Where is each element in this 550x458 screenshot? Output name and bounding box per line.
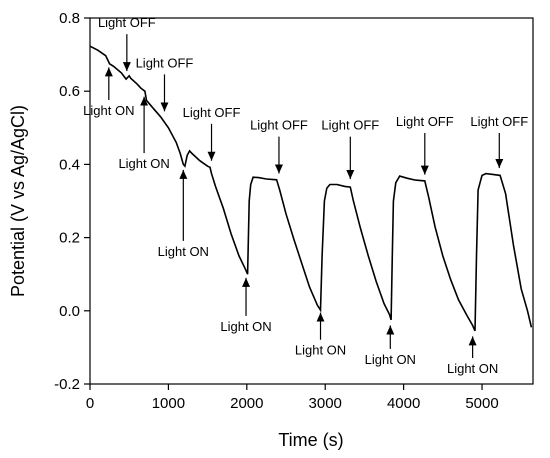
annotation-label: Light OFF	[470, 114, 528, 129]
annotation-label: Light ON	[118, 156, 169, 171]
light-off-annotation: Light OFF	[321, 118, 379, 180]
annotation-label: Light ON	[447, 361, 498, 376]
annotation-label: Light ON	[365, 352, 416, 367]
light-on-annotation: Light ON	[220, 277, 272, 334]
y-tick-label: 0.8	[59, 10, 80, 27]
y-tick-label: -0.2	[54, 376, 80, 393]
y-tick-label: 0.6	[59, 83, 80, 100]
x-tick-label: 3000	[309, 395, 342, 412]
x-axis: 0 1000 2000 3000 4000 5000	[86, 384, 499, 412]
x-axis-title: Time (s)	[278, 430, 343, 450]
x-tick-label: 1000	[152, 395, 185, 412]
light-off-annotation: Light OFF	[136, 55, 194, 112]
potential-series-line	[89, 45, 533, 332]
light-on-annotation: Light ON	[365, 325, 416, 367]
x-tick-label: 4000	[387, 395, 420, 412]
annotation-label: Light OFF	[136, 55, 194, 70]
annotation-label: Light ON	[158, 244, 209, 259]
annotation-label: Light ON	[83, 103, 134, 118]
annotations: Light OFF Light OFF Light OFF Light OFF Ligh…	[83, 15, 528, 376]
light-on-annotation: Light ON	[118, 96, 170, 171]
light-on-annotation: Light ON	[83, 67, 134, 118]
light-on-annotation: Light ON	[158, 169, 209, 259]
annotation-label: Light OFF	[321, 118, 379, 133]
annotation-label: Light OFF	[396, 114, 454, 129]
x-tick-label: 0	[86, 395, 94, 412]
light-on-annotation: Light ON	[295, 312, 346, 358]
y-axis-title: Potential (V vs Ag/AgCl)	[8, 105, 28, 297]
x-tick-label: 5000	[465, 395, 498, 412]
plot-frame	[89, 17, 534, 385]
y-axis: -0.2 0.0 0.2 0.4 0.6 0.8	[54, 10, 90, 393]
y-tick-label: 0.0	[59, 303, 80, 320]
light-off-annotation: Light OFF	[183, 105, 241, 161]
light-off-annotation: Light OFF	[470, 114, 528, 169]
annotation-label: Light ON	[295, 343, 346, 358]
y-tick-label: 0.2	[59, 230, 80, 247]
light-off-annotation: Light OFF	[98, 15, 156, 72]
annotation-label: Light OFF	[183, 105, 241, 120]
light-off-annotation: Light OFF	[396, 114, 454, 175]
light-off-annotation: Light OFF	[250, 118, 308, 174]
x-tick-label: 2000	[230, 395, 263, 412]
annotation-label: Light ON	[220, 319, 271, 334]
y-tick-label: 0.4	[59, 156, 80, 173]
light-on-annotation: Light ON	[447, 336, 498, 376]
annotation-label: Light OFF	[250, 118, 308, 133]
annotation-label: Light OFF	[98, 15, 156, 30]
